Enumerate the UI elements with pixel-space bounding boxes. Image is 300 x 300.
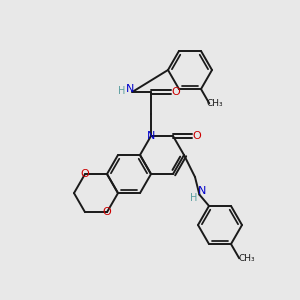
- Text: CH₃: CH₃: [207, 99, 224, 108]
- Text: N: N: [126, 84, 134, 94]
- Text: H: H: [118, 86, 125, 96]
- Text: H: H: [190, 193, 197, 202]
- Text: O: O: [171, 87, 180, 97]
- Text: O: O: [81, 169, 89, 179]
- Text: N: N: [147, 131, 155, 141]
- Text: CH₃: CH₃: [239, 254, 256, 263]
- Text: N: N: [198, 186, 207, 196]
- Text: O: O: [192, 131, 201, 141]
- Text: O: O: [103, 207, 111, 217]
